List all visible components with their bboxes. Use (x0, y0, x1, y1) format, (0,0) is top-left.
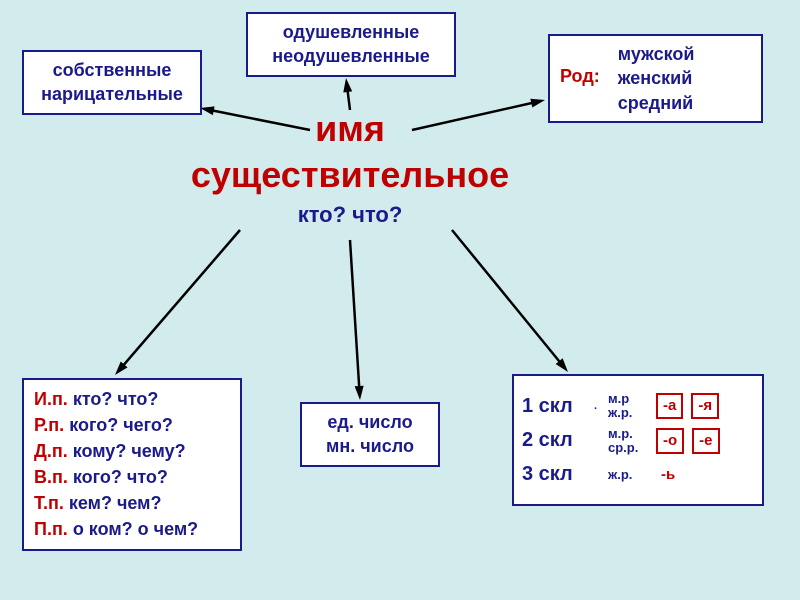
case-question: о ком? о чем? (68, 519, 198, 539)
decl-gender: ж.р. (608, 468, 648, 482)
box-cases: И.п. кто? что?Р.п. кого? чего?Д.п. кому?… (22, 378, 242, 551)
title-line1: имя (160, 108, 540, 150)
case-row: И.п. кто? что? (34, 386, 230, 412)
gender-n: средний (618, 91, 695, 115)
case-row: Т.п. кем? чем? (34, 490, 230, 516)
case-prefix: И.п. (34, 389, 68, 409)
gender-f: женский (618, 66, 695, 90)
number-pl: мн. число (312, 434, 428, 458)
case-row: В.п. кого? что? (34, 464, 230, 490)
box-animate-inanimate: одушевленные неодушевленные (246, 12, 456, 77)
decl-gender: м.рж.р. (608, 392, 648, 421)
gender-label: Род: (560, 66, 600, 86)
proper-l1: собственные (34, 58, 190, 82)
animate-l1: одушевленные (258, 20, 444, 44)
case-question: кем? чем? (64, 493, 162, 513)
case-question: кого? чего? (64, 415, 173, 435)
case-prefix: Р.п. (34, 415, 64, 435)
number-sg: ед. число (312, 410, 428, 434)
gender-m: мужской (618, 42, 695, 66)
case-prefix: П.п. (34, 519, 68, 539)
decl-label: 2 скл (522, 427, 586, 454)
decl-label: 3 скл (522, 461, 586, 488)
case-row: Р.п. кого? чего? (34, 412, 230, 438)
case-prefix: Т.п. (34, 493, 64, 513)
title-line2: существительное (160, 154, 540, 196)
case-question: кто? что? (68, 389, 159, 409)
decl-dot: . (594, 399, 600, 414)
case-prefix: В.п. (34, 467, 68, 487)
decl-suffix: -ь (656, 464, 680, 486)
decl-label: 1 скл (522, 393, 586, 420)
proper-l2: нарицательные (34, 82, 190, 106)
case-row: Д.п. кому? чему? (34, 438, 230, 464)
case-prefix: Д.п. (34, 441, 68, 461)
animate-l2: неодушевленные (258, 44, 444, 68)
title-line3: кто? что? (160, 202, 540, 228)
box-gender: Род: мужской женский средний (548, 34, 763, 123)
decl-suffix: -я (691, 393, 719, 419)
case-row: П.п. о ком? о чем? (34, 516, 230, 542)
decl-suffix: -о (656, 428, 684, 454)
decl-row: 3 скл ж.р. -ь (522, 461, 754, 488)
decl-row: 1 скл. м.рж.р. -а -я (522, 392, 754, 421)
box-number: ед. число мн. число (300, 402, 440, 467)
case-question: кого? что? (68, 467, 168, 487)
box-declensions: 1 скл. м.рж.р. -а -я 2 скл м.р.ср.р. -о -е 3 скл… (512, 374, 764, 506)
center-title: имя существительное кто? что? (160, 108, 540, 228)
box-proper-common: собственные нарицательные (22, 50, 202, 115)
case-question: кому? чему? (68, 441, 186, 461)
decl-suffix: -е (692, 428, 719, 454)
decl-row: 2 скл м.р.ср.р. -о -е (522, 427, 754, 456)
decl-suffix: -а (656, 393, 683, 419)
decl-gender: м.р.ср.р. (608, 427, 648, 456)
